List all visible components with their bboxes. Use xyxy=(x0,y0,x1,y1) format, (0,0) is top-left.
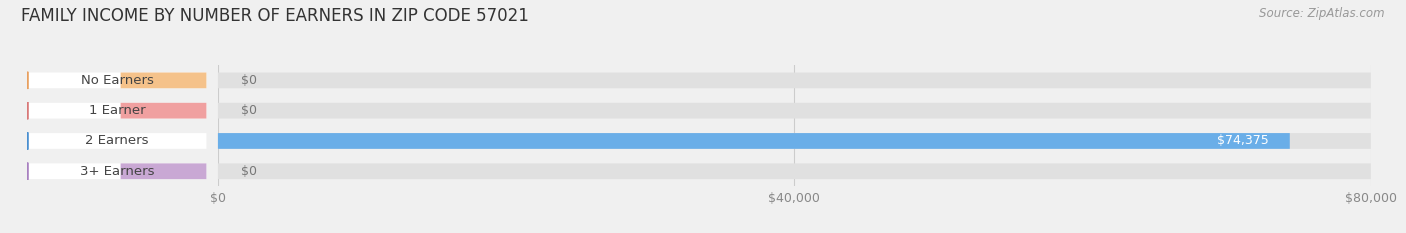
Text: No Earners: No Earners xyxy=(80,74,153,87)
Text: 3+ Earners: 3+ Earners xyxy=(80,165,155,178)
FancyBboxPatch shape xyxy=(28,72,207,88)
Text: 1 Earner: 1 Earner xyxy=(89,104,145,117)
Text: $0: $0 xyxy=(240,165,257,178)
Text: $0: $0 xyxy=(240,74,257,87)
FancyBboxPatch shape xyxy=(121,103,207,119)
FancyBboxPatch shape xyxy=(121,72,207,88)
FancyBboxPatch shape xyxy=(121,163,207,179)
FancyBboxPatch shape xyxy=(218,103,1371,119)
FancyBboxPatch shape xyxy=(218,133,1289,149)
FancyBboxPatch shape xyxy=(28,103,207,119)
FancyBboxPatch shape xyxy=(218,163,1371,179)
Text: 2 Earners: 2 Earners xyxy=(86,134,149,147)
FancyBboxPatch shape xyxy=(218,72,1371,88)
Text: Source: ZipAtlas.com: Source: ZipAtlas.com xyxy=(1260,7,1385,20)
FancyBboxPatch shape xyxy=(218,133,1371,149)
FancyBboxPatch shape xyxy=(28,133,207,149)
Text: FAMILY INCOME BY NUMBER OF EARNERS IN ZIP CODE 57021: FAMILY INCOME BY NUMBER OF EARNERS IN ZI… xyxy=(21,7,529,25)
FancyBboxPatch shape xyxy=(28,163,207,179)
Text: $0: $0 xyxy=(240,104,257,117)
Text: $74,375: $74,375 xyxy=(1216,134,1268,147)
